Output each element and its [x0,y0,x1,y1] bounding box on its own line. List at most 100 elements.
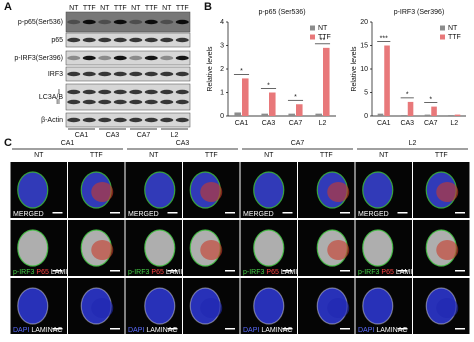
blot-band [98,89,112,95]
blot-band [129,117,143,123]
blot-row-label: LC3A/B [39,94,63,101]
nucleus [144,172,175,208]
signal [200,298,223,318]
blot-band [82,117,96,123]
lamina [253,287,285,325]
signal [200,182,223,202]
cell-line-label: CA7 [291,140,305,147]
scale-bar [167,270,178,272]
blot-band [67,37,81,43]
chart-title: p-IRF3 (Ser396) [394,9,445,16]
lamina [17,229,49,267]
blot-band [113,71,127,77]
nucleus [362,172,393,208]
significance: * [406,92,409,99]
blot-band [129,89,143,95]
legend-swatch [440,34,445,40]
blot-band [113,37,127,43]
bar [288,113,295,116]
scale-bar [340,328,350,330]
y-tick-label: 1 [220,89,224,96]
blot-band [175,19,189,25]
blot-strip [65,50,191,66]
channel-label: P65 [36,269,49,276]
x-tick-label: CA7 [289,120,303,127]
bar [384,45,390,116]
panel-label: A [4,1,12,13]
nucleus [362,288,393,324]
blot-row-label: p-IRF3(Ser396) [14,55,63,62]
scale-bar [110,212,120,214]
lane-label: TTF [114,5,127,12]
legend-swatch [310,25,315,31]
lamina [17,287,49,325]
scale-bar [340,270,350,272]
channel-label: P65 [151,269,164,276]
bar [431,106,437,116]
bar [315,113,322,116]
channel-label: MERGED [128,211,159,218]
scale-bar [282,270,293,272]
bar [454,114,461,116]
cell-line-label: L2 [409,140,417,147]
signal [200,240,223,260]
scale-bar [397,212,408,214]
x-tick-label: L2 [450,120,458,127]
scale-bar [455,212,465,214]
lane-label: NT [131,5,141,12]
blot-band [175,37,189,43]
significance: * [429,96,432,103]
blot-row-label: IRF3 [48,71,63,78]
legend-label: TTF [448,34,461,41]
blot-band [98,117,112,123]
bar [234,112,241,116]
significance: ** [320,38,326,45]
lane-label: NT [162,5,172,12]
channel-label: LAMINAC [166,269,197,276]
lamina [253,171,285,209]
lamina [362,229,394,267]
legend-swatch [310,34,315,40]
signal [436,298,459,318]
scale-bar [225,212,235,214]
y-tick-label: 5 [364,89,368,96]
blot-band [175,117,189,123]
bar [401,115,407,116]
channel-label: p-IRF3 [243,269,265,276]
signal [436,182,459,202]
blot-band [98,99,112,105]
significance: * [267,82,270,89]
channel-label: LAMINAC [281,269,312,276]
bar [242,78,249,116]
lamina [17,171,49,209]
bar [323,47,330,116]
blot-band [113,99,127,105]
condition-label: NT [149,152,159,159]
channel-label: P65 [266,269,279,276]
nucleus [253,288,284,324]
x-tick-label: CA1 [377,120,391,127]
blot-band [144,99,158,105]
cell-line-label: CA1 [75,132,89,139]
y-tick-label: 3 [220,42,224,49]
blot-strip [65,66,191,82]
blot-band [175,99,189,105]
blot-strip [65,83,191,111]
x-tick-label: L2 [319,120,327,127]
scale-bar [397,270,408,272]
significance: * [240,68,243,75]
channel-label: DAPI [243,327,259,334]
scale-bar [282,328,293,330]
condition-label: TTF [205,152,218,159]
blot-band [98,71,112,77]
blot-band [67,89,81,95]
blot-band [67,19,81,25]
condition-label: TTF [90,152,103,159]
blot-band [98,37,112,43]
signal [436,240,459,260]
blot-band [113,55,127,61]
cell-line-label: CA3 [106,132,120,139]
scale-bar [110,328,120,330]
lane-label: TTF [145,5,158,12]
lane-label: NT [100,5,110,12]
